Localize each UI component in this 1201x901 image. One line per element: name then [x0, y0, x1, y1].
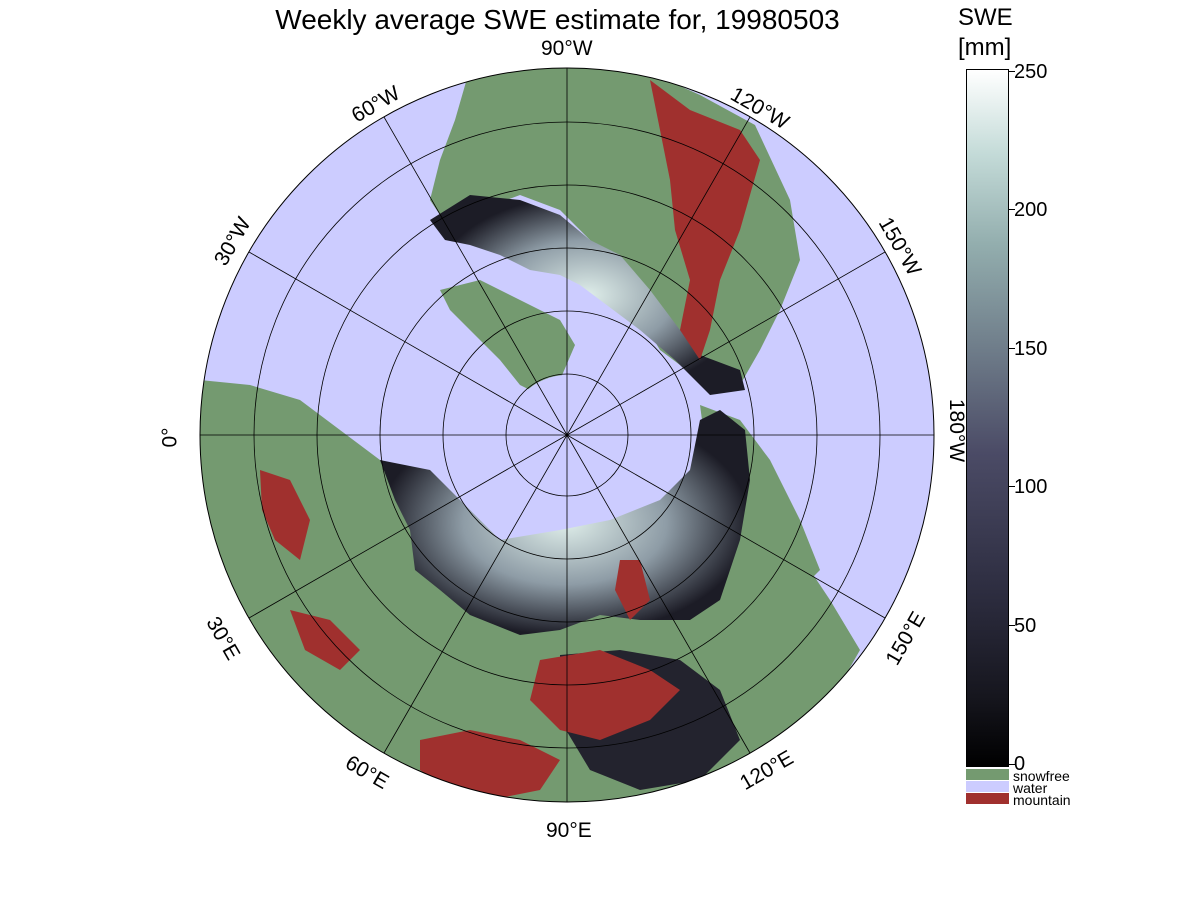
- colorbar-title-swe: SWE: [958, 4, 1013, 31]
- alps-mountain: [290, 610, 360, 670]
- colorbar-tick: [1009, 209, 1015, 210]
- legend-swatch-water: [966, 781, 1009, 792]
- lon-label-90e: 90°E: [546, 819, 592, 842]
- eurasia-snow-cover: [380, 410, 750, 635]
- urals-mountain: [615, 560, 650, 620]
- legend-swatch-snowfree: [966, 769, 1009, 780]
- colorbar-tick: [1009, 486, 1015, 487]
- colorbar-tick: [1009, 625, 1015, 626]
- lon-label-0: 0°: [158, 427, 182, 448]
- polar-swe-map: [199, 67, 935, 803]
- swe-colorbar: [966, 69, 1009, 767]
- europe-mountain: [260, 470, 310, 560]
- legend-label-snowfree: snowfree: [1013, 768, 1070, 784]
- map-title: Weekly average SWE estimate for, 1998050…: [275, 4, 840, 35]
- colorbar-tick-label: 0: [1014, 753, 1026, 775]
- rockies-mountain: [650, 80, 760, 360]
- lon-label-180w: 180°W: [945, 398, 969, 463]
- meridian-lines: [200, 68, 934, 802]
- colorbar-title-unit: [mm]: [958, 34, 1012, 61]
- colorbar-tick: [1009, 764, 1015, 765]
- na-snow-cover: [430, 195, 745, 395]
- colorbar-tick: [1009, 71, 1015, 72]
- legend-label-water: water: [1013, 780, 1048, 796]
- colorbar-tick-label: 150: [1014, 338, 1048, 360]
- lon-label-90w: 90°W: [541, 37, 593, 60]
- central-asia-mountain: [530, 650, 680, 740]
- legend-label-mountain: mountain: [1013, 792, 1071, 808]
- map-boundary: [199, 67, 935, 803]
- colorbar-tick-label: 250: [1014, 61, 1048, 83]
- arctic-islands-land: [440, 280, 575, 395]
- colorbar-tick-label: 200: [1014, 199, 1048, 221]
- colorbar-tick: [1009, 348, 1015, 349]
- himalaya-mountain: [420, 730, 560, 800]
- legend-swatch-mountain: [966, 793, 1009, 804]
- colorbar-tick-label: 100: [1014, 476, 1048, 498]
- colorbar-tick-label: 50: [1014, 615, 1037, 637]
